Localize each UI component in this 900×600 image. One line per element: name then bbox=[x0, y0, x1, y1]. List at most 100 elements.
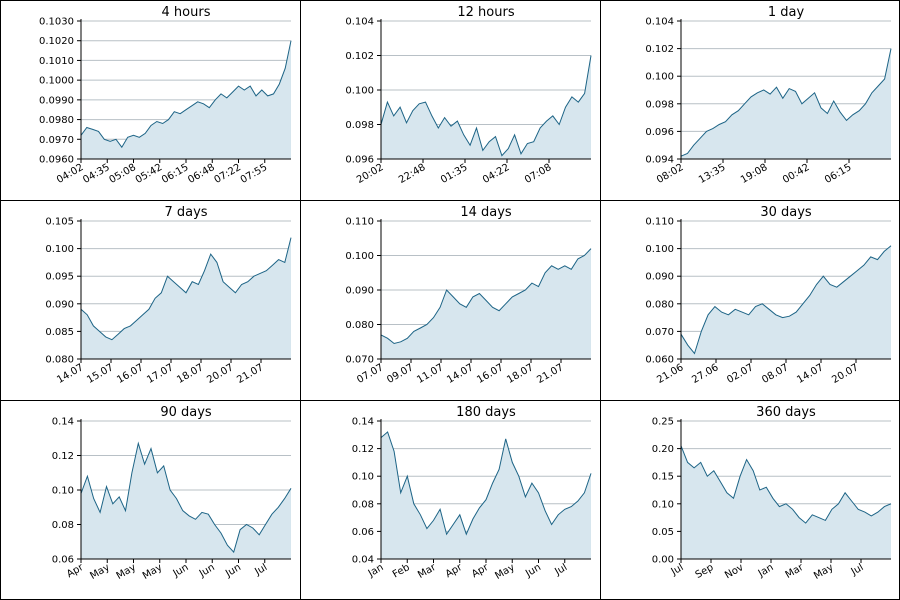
x-tick-label: 14.07 bbox=[55, 362, 85, 386]
x-tick-label: 22:48 bbox=[397, 162, 427, 186]
y-tick-label: 0.0990 bbox=[39, 95, 74, 106]
series-line bbox=[80, 40, 292, 149]
chart-svg: 360 days 0.00 0.05 0.10 0.15 0.20 0.25 Jul Sep No… bbox=[652, 405, 892, 582]
x-tick-label: 18.07 bbox=[175, 362, 205, 386]
x-tick-label: Apr bbox=[444, 562, 465, 581]
y-tick-label: 0.1000 bbox=[39, 76, 74, 87]
series-line bbox=[680, 48, 892, 157]
y-tick-label: 0.14 bbox=[352, 417, 374, 428]
x-tick-label: 16.07 bbox=[115, 362, 145, 386]
chart-title: 7 days bbox=[164, 205, 207, 220]
x-tick-label: May bbox=[115, 562, 138, 582]
y-tick-label: 0.100 bbox=[345, 251, 374, 262]
chart-title: 1 day bbox=[768, 5, 805, 20]
y-tick-label: 0.070 bbox=[345, 355, 374, 366]
y-tick-label: 0.04 bbox=[352, 555, 374, 566]
y-tick-label: 0.15 bbox=[652, 472, 674, 483]
x-tick-label: 06:15 bbox=[160, 162, 190, 186]
x-tick-label: Apr bbox=[470, 562, 491, 581]
y-tick-label: 0.110 bbox=[345, 217, 374, 228]
x-tick-label: May bbox=[493, 562, 516, 582]
y-tick-label: 0.100 bbox=[645, 72, 674, 83]
series-line bbox=[680, 245, 892, 355]
x-tick-label: 11.07 bbox=[415, 362, 445, 386]
y-tick-label: 0.1030 bbox=[39, 17, 74, 28]
x-tick-label: 21.06 bbox=[655, 362, 685, 386]
y-tick-label: 0.090 bbox=[645, 272, 674, 283]
series-area bbox=[381, 248, 591, 359]
y-tick-label: 0.1010 bbox=[39, 56, 74, 67]
x-tick-label: 18.07 bbox=[505, 362, 535, 386]
x-tick-label: 16.07 bbox=[475, 362, 505, 386]
x-tick-label: Sep bbox=[694, 562, 716, 581]
y-tick-label: 0.06 bbox=[352, 527, 374, 538]
y-tick-label: 0.00 bbox=[652, 555, 674, 566]
x-tick-label: 07:08 bbox=[523, 162, 553, 186]
y-tick-label: 0.25 bbox=[652, 417, 674, 428]
x-tick-label: 14.07 bbox=[795, 362, 825, 386]
x-tick-label: Nov bbox=[723, 562, 745, 581]
x-tick-label: 06:15 bbox=[823, 162, 853, 186]
chart-title: 12 hours bbox=[457, 5, 514, 20]
y-tick-label: 0.05 bbox=[652, 527, 674, 538]
x-tick-label: Jan bbox=[756, 562, 776, 580]
chart-title: 14 days bbox=[460, 205, 512, 220]
y-tick-label: 0.10 bbox=[352, 472, 374, 483]
series-area bbox=[81, 40, 291, 160]
y-tick-label: 0.080 bbox=[45, 355, 74, 366]
chart-panel: 4 hours 0.0960 0.0970 0.0980 0.0990 0.1000 0.1… bbox=[0, 0, 301, 201]
chart-title: 360 days bbox=[756, 405, 816, 420]
y-tick-label: 0.12 bbox=[52, 451, 74, 462]
y-tick-label: 0.08 bbox=[52, 520, 74, 531]
x-tick-label: 04:02 bbox=[55, 162, 85, 186]
series-area bbox=[81, 237, 291, 359]
chart-title: 180 days bbox=[456, 405, 516, 420]
x-tick-label: 04:35 bbox=[81, 162, 111, 186]
x-tick-label: Jun bbox=[223, 562, 243, 580]
chart-svg: 1 day 0.094 0.096 0.098 0.100 0.102 0.104 08:02… bbox=[645, 5, 892, 186]
chart-panel: 180 days 0.04 0.06 0.08 0.10 0.12 0.14 Jan Feb Ma… bbox=[300, 400, 601, 600]
x-tick-label: 04:22 bbox=[481, 162, 511, 186]
x-tick-label: 08:02 bbox=[655, 162, 685, 186]
y-tick-label: 0.10 bbox=[652, 499, 674, 510]
chart-svg: 7 days 0.080 0.085 0.090 0.095 0.100 0.105 14.0… bbox=[45, 205, 292, 386]
x-tick-label: 20:02 bbox=[355, 162, 385, 186]
x-tick-label: Mar bbox=[784, 562, 807, 581]
y-tick-label: 0.090 bbox=[345, 286, 374, 297]
series-line bbox=[380, 431, 592, 536]
x-tick-label: Jul bbox=[849, 562, 866, 578]
series-line bbox=[380, 55, 592, 157]
y-tick-label: 0.14 bbox=[52, 417, 74, 428]
y-tick-label: 0.090 bbox=[45, 299, 74, 310]
y-tick-label: 0.08 bbox=[352, 499, 374, 510]
x-tick-label: Jun bbox=[523, 562, 543, 580]
x-tick-label: Mar bbox=[416, 562, 439, 581]
x-tick-label: Feb bbox=[391, 562, 412, 580]
x-tick-label: Jun bbox=[197, 562, 217, 580]
x-tick-label: Jun bbox=[171, 562, 191, 580]
x-tick-label: 21.07 bbox=[235, 362, 265, 386]
y-tick-label: 0.104 bbox=[645, 17, 674, 28]
chart-panel: 90 days 0.06 0.08 0.10 0.12 0.14 Apr May May May J… bbox=[0, 400, 301, 600]
y-tick-label: 0.100 bbox=[345, 86, 374, 97]
x-tick-label: 21.07 bbox=[535, 362, 565, 386]
x-tick-label: May bbox=[141, 562, 164, 582]
y-tick-label: 0.12 bbox=[352, 444, 374, 455]
x-tick-label: 01:35 bbox=[439, 162, 469, 186]
x-tick-label: 20.07 bbox=[830, 362, 860, 386]
y-tick-label: 0.096 bbox=[345, 155, 374, 166]
x-tick-label: Jul bbox=[552, 562, 569, 578]
y-tick-label: 0.10 bbox=[52, 486, 74, 497]
chart-panel: 7 days 0.080 0.085 0.090 0.095 0.100 0.105 14.0… bbox=[0, 200, 301, 401]
chart-title: 90 days bbox=[160, 405, 212, 420]
x-tick-label: May bbox=[812, 562, 835, 582]
x-tick-label: Jul bbox=[252, 562, 269, 578]
x-tick-label: 06:48 bbox=[186, 162, 216, 186]
series-line bbox=[80, 441, 292, 554]
x-tick-label: 00:42 bbox=[781, 162, 811, 186]
chart-panel: 14 days 0.070 0.080 0.090 0.100 0.110 07.07 09.… bbox=[300, 200, 601, 401]
x-tick-label: 27.06 bbox=[690, 362, 720, 386]
